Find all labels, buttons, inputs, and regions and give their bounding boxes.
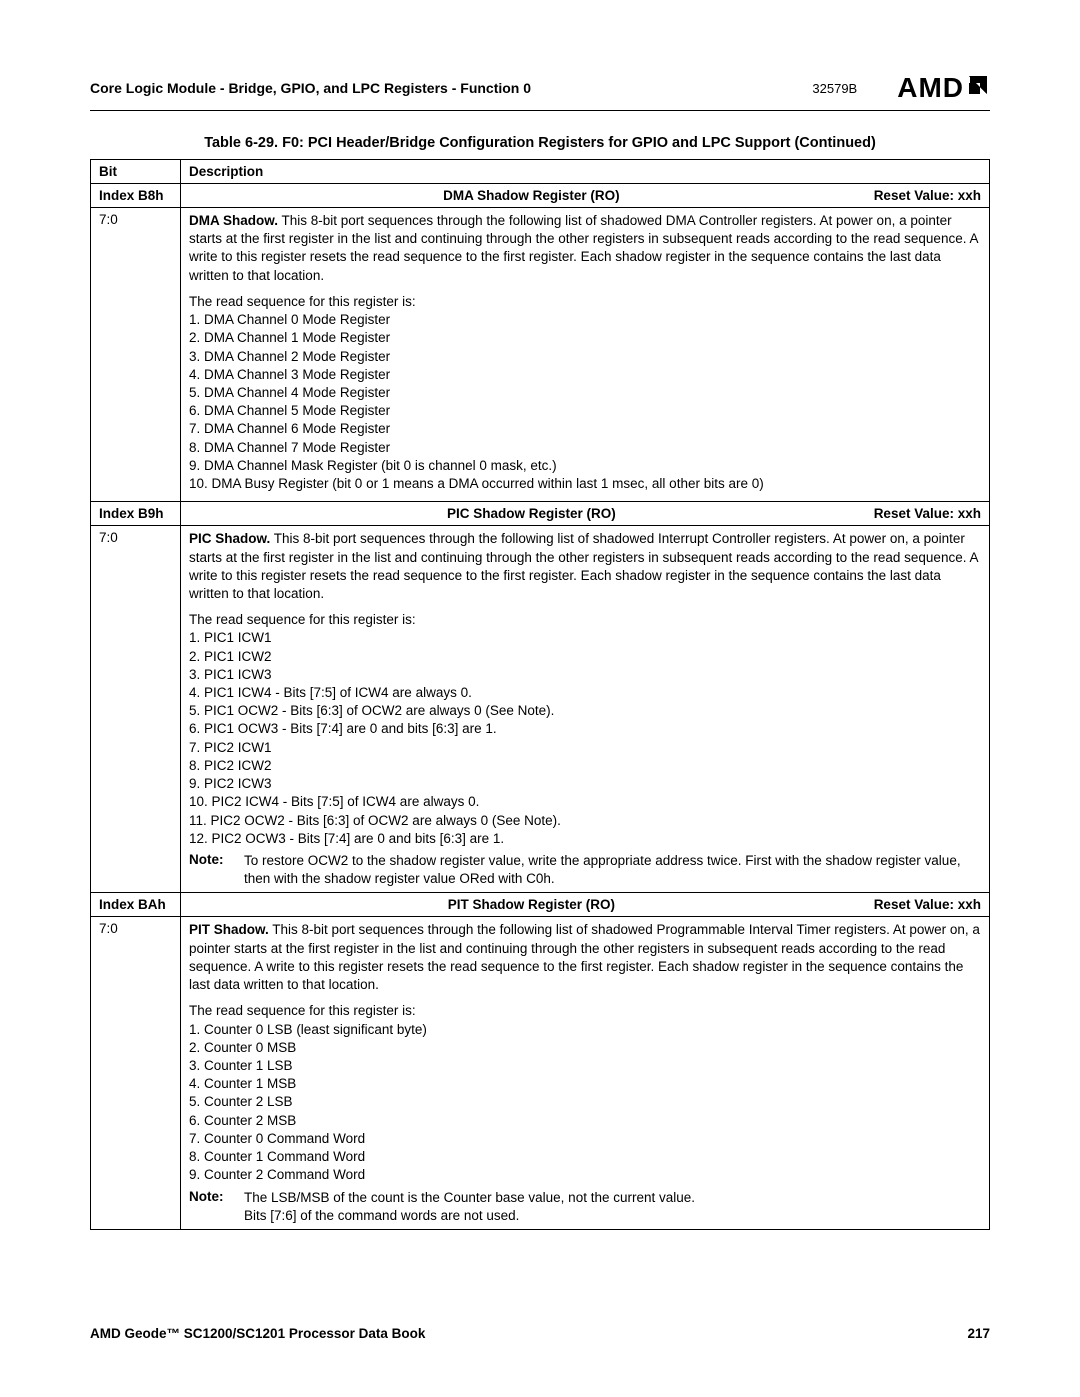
- note-row: Note:To restore OCW2 to the shadow regis…: [189, 852, 981, 888]
- register-table: Bit Description Index B8hDMA Shadow Regi…: [90, 159, 990, 1230]
- sequence-item: 1. Counter 0 LSB (least significant byte…: [189, 1021, 981, 1039]
- sequence-item: 3. DMA Channel 2 Mode Register: [189, 348, 981, 366]
- sequence-item: 5. DMA Channel 4 Mode Register: [189, 384, 981, 402]
- sequence-item: 5. PIC1 OCW2 - Bits [6:3] of OCW2 are al…: [189, 702, 981, 720]
- sequence-item: 10. DMA Busy Register (bit 0 or 1 means …: [189, 475, 981, 493]
- footer-left: AMD Geode™ SC1200/SC1201 Processor Data …: [90, 1326, 425, 1341]
- sequence-item: 1. DMA Channel 0 Mode Register: [189, 311, 981, 329]
- sequence-item: 6. PIC1 OCW3 - Bits [7:4] are 0 and bits…: [189, 720, 981, 738]
- sequence-item: 8. Counter 1 Command Word: [189, 1148, 981, 1166]
- header-docnum: 32579B: [812, 81, 857, 96]
- sequence-item: 8. PIC2 ICW2: [189, 757, 981, 775]
- header-title: Core Logic Module - Bridge, GPIO, and LP…: [90, 80, 531, 96]
- sequence-item: 10. PIC2 ICW4 - Bits [7:5] of ICW4 are a…: [189, 793, 981, 811]
- section-content-row: 7:0DMA Shadow. This 8-bit port sequences…: [91, 208, 990, 502]
- sequence-item: 5. Counter 2 LSB: [189, 1093, 981, 1111]
- bit-range: 7:0: [91, 208, 181, 502]
- sequence-item: 7. PIC2 ICW1: [189, 739, 981, 757]
- lead-paragraph: PIC Shadow. This 8-bit port sequences th…: [189, 530, 981, 603]
- description-cell: PIC Shadow. This 8-bit port sequences th…: [181, 526, 990, 893]
- description-cell: DMA Shadow. This 8-bit port sequences th…: [181, 208, 990, 502]
- lead-paragraph: DMA Shadow. This 8-bit port sequences th…: [189, 212, 981, 285]
- section-header-row: Index B8hDMA Shadow Register (RO)Reset V…: [91, 184, 990, 208]
- bit-range: 7:0: [91, 526, 181, 893]
- section-title-cell: PIC Shadow Register (RO)Reset Value: xxh: [181, 502, 990, 526]
- section-title-cell: DMA Shadow Register (RO)Reset Value: xxh: [181, 184, 990, 208]
- sequence-item: 11. PIC2 OCW2 - Bits [6:3] of OCW2 are a…: [189, 812, 981, 830]
- sequence-item: 12. PIC2 OCW3 - Bits [7:4] are 0 and bit…: [189, 830, 981, 848]
- note-text: The LSB/MSB of the count is the Counter …: [244, 1189, 981, 1225]
- note-text: To restore OCW2 to the shadow register v…: [244, 852, 981, 888]
- sequence-item: 8. DMA Channel 7 Mode Register: [189, 439, 981, 457]
- description-cell: PIT Shadow. This 8-bit port sequences th…: [181, 917, 990, 1230]
- sequence-item: 2. PIC1 ICW2: [189, 648, 981, 666]
- sequence-item: 4. PIC1 ICW4 - Bits [7:5] of ICW4 are al…: [189, 684, 981, 702]
- sequence-item: 6. Counter 2 MSB: [189, 1112, 981, 1130]
- section-reset: Reset Value: xxh: [874, 506, 981, 521]
- page-header: Core Logic Module - Bridge, GPIO, and LP…: [90, 72, 990, 111]
- footer-page: 217: [967, 1326, 990, 1341]
- section-reset: Reset Value: xxh: [874, 188, 981, 203]
- sequence-list: 1. Counter 0 LSB (least significant byte…: [189, 1021, 981, 1185]
- lead-paragraph: PIT Shadow. This 8-bit port sequences th…: [189, 921, 981, 994]
- sequence-item: 3. Counter 1 LSB: [189, 1057, 981, 1075]
- sequence-item: 2. DMA Channel 1 Mode Register: [189, 329, 981, 347]
- sequence-item: 4. DMA Channel 3 Mode Register: [189, 366, 981, 384]
- sequence-intro: The read sequence for this register is:: [189, 293, 981, 311]
- section-content-row: 7:0PIC Shadow. This 8-bit port sequences…: [91, 526, 990, 893]
- amd-logo-text: AMD: [897, 72, 964, 104]
- page-footer: AMD Geode™ SC1200/SC1201 Processor Data …: [90, 1326, 990, 1341]
- amd-arrow-icon: [966, 72, 990, 104]
- section-title: PIT Shadow Register (RO): [189, 897, 874, 912]
- section-index: Index B8h: [91, 184, 181, 208]
- sequence-item: 7. Counter 0 Command Word: [189, 1130, 981, 1148]
- section-index: Index B9h: [91, 502, 181, 526]
- sequence-item: 1. PIC1 ICW1: [189, 629, 981, 647]
- note-label: Note:: [189, 852, 244, 888]
- table-header-row: Bit Description: [91, 160, 990, 184]
- sequence-intro: The read sequence for this register is:: [189, 1002, 981, 1020]
- sequence-item: 9. PIC2 ICW3: [189, 775, 981, 793]
- sequence-intro: The read sequence for this register is:: [189, 611, 981, 629]
- sequence-item: 2. Counter 0 MSB: [189, 1039, 981, 1057]
- sequence-item: 9. DMA Channel Mask Register (bit 0 is c…: [189, 457, 981, 475]
- table-caption: Table 6-29. F0: PCI Header/Bridge Config…: [90, 135, 990, 151]
- note-label: Note:: [189, 1189, 244, 1225]
- sequence-list: 1. DMA Channel 0 Mode Register2. DMA Cha…: [189, 311, 981, 493]
- section-title: PIC Shadow Register (RO): [189, 506, 874, 521]
- section-reset: Reset Value: xxh: [874, 897, 981, 912]
- sequence-list: 1. PIC1 ICW12. PIC1 ICW23. PIC1 ICW34. P…: [189, 629, 981, 848]
- col-bit-header: Bit: [91, 160, 181, 184]
- sequence-item: 6. DMA Channel 5 Mode Register: [189, 402, 981, 420]
- sequence-item: 9. Counter 2 Command Word: [189, 1166, 981, 1184]
- sequence-item: 4. Counter 1 MSB: [189, 1075, 981, 1093]
- section-content-row: 7:0PIT Shadow. This 8-bit port sequences…: [91, 917, 990, 1230]
- section-title-cell: PIT Shadow Register (RO)Reset Value: xxh: [181, 893, 990, 917]
- section-header-row: Index B9hPIC Shadow Register (RO)Reset V…: [91, 502, 990, 526]
- bit-range: 7:0: [91, 917, 181, 1230]
- note-row: Note:The LSB/MSB of the count is the Cou…: [189, 1189, 981, 1225]
- section-index: Index BAh: [91, 893, 181, 917]
- col-desc-header: Description: [181, 160, 990, 184]
- section-title: DMA Shadow Register (RO): [189, 188, 874, 203]
- sequence-item: 3. PIC1 ICW3: [189, 666, 981, 684]
- sequence-item: 7. DMA Channel 6 Mode Register: [189, 420, 981, 438]
- section-header-row: Index BAhPIT Shadow Register (RO)Reset V…: [91, 893, 990, 917]
- amd-logo: AMD: [897, 72, 990, 104]
